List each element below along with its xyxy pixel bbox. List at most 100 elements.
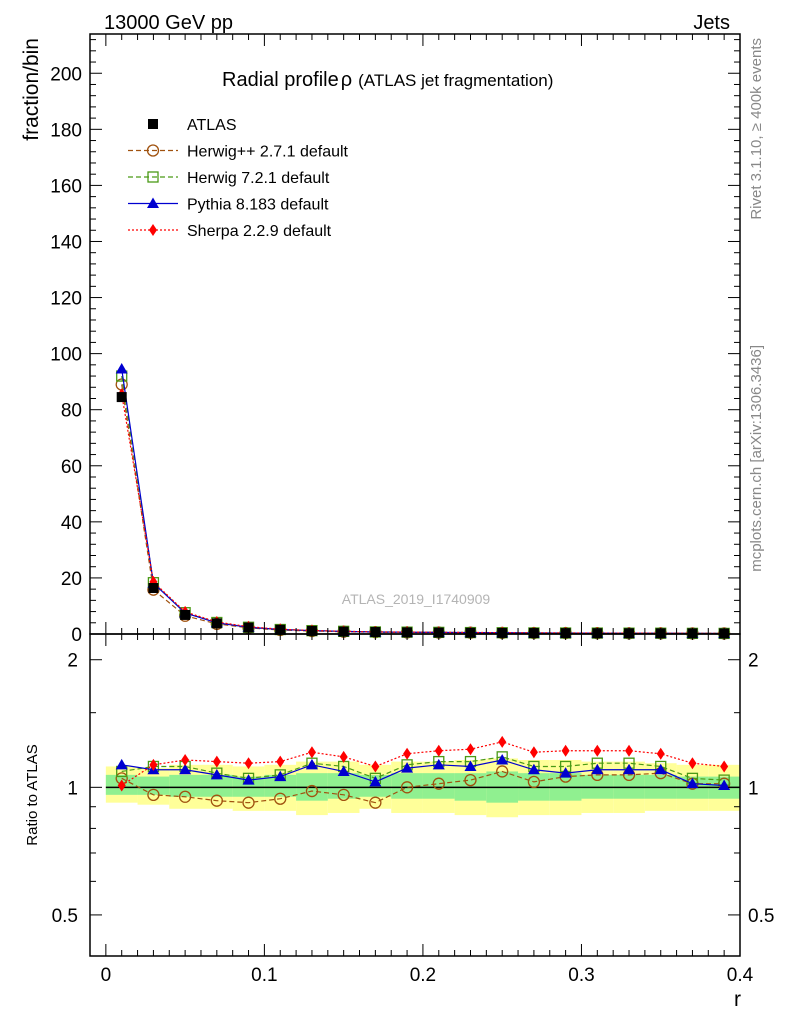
ytick-label: 120 bbox=[50, 289, 82, 310]
ratio-point-sherpa bbox=[244, 757, 253, 770]
band-inner bbox=[169, 774, 201, 797]
point-data bbox=[211, 618, 222, 629]
ytick-label: 140 bbox=[50, 232, 82, 253]
ratio-point-pythia bbox=[305, 758, 318, 770]
chart-subtitle: (ATLAS jet fragmentation) bbox=[358, 71, 553, 90]
legend-marker-data bbox=[148, 119, 158, 129]
ratio-point-sherpa bbox=[149, 758, 158, 771]
ratio-point-pythia bbox=[242, 774, 255, 785]
ratio-point-sherpa bbox=[339, 750, 348, 763]
ratio-point-sherpa bbox=[593, 744, 602, 757]
band-inner bbox=[422, 773, 455, 799]
ratio-point-herwigpp bbox=[527, 775, 541, 789]
chart-title-text: Radial profile bbox=[222, 69, 339, 91]
rivet-label: Rivet 3.1.10, ≥ 400k events bbox=[748, 38, 765, 220]
ratio-point-herwigpp bbox=[369, 796, 382, 809]
ratio-point-sherpa bbox=[181, 754, 190, 767]
ratio-ytick-label-right: 2 bbox=[748, 651, 759, 672]
ytick-label: 80 bbox=[61, 401, 82, 422]
ratio-point-herwigpp bbox=[242, 796, 255, 809]
ytick-label: 180 bbox=[50, 120, 82, 141]
ratio-point-sherpa bbox=[434, 744, 443, 757]
ratio-point-herwigpp bbox=[496, 765, 509, 778]
ratio-point-herwigpp bbox=[147, 788, 160, 801]
ytick-label: 160 bbox=[50, 176, 82, 197]
ratio-point-sherpa bbox=[720, 760, 729, 773]
ratio-point-pythia bbox=[654, 763, 667, 775]
ratio-ytick-label-right: 1 bbox=[748, 778, 759, 799]
main-ylabel: fraction/bin bbox=[20, 38, 43, 141]
ratio-ylabel: Ratio to ATLAS bbox=[24, 744, 41, 845]
point-data bbox=[148, 583, 159, 594]
point-data bbox=[180, 609, 191, 620]
ratio-point-sherpa bbox=[656, 747, 665, 760]
ratio-point-sherpa bbox=[276, 755, 285, 768]
ratio-point-pythia bbox=[369, 775, 382, 787]
xtick-label: 0.4 bbox=[727, 965, 754, 986]
ratio-ytick-label: 0.5 bbox=[52, 906, 78, 927]
band-inner bbox=[264, 774, 297, 797]
main-axes: 0 20 40 60 80 100 120 140 160 180 200 bbox=[50, 34, 741, 646]
ratio-point-sherpa bbox=[371, 760, 380, 773]
ratio-ytick-label: 1 bbox=[67, 778, 78, 799]
band-inner bbox=[137, 776, 170, 795]
point-data bbox=[116, 392, 127, 403]
ratio-point-pythia bbox=[623, 763, 636, 775]
xtick-label: 0.2 bbox=[410, 965, 436, 986]
ratio-point-herwigpp bbox=[305, 784, 319, 798]
ratio-point-pythia bbox=[115, 758, 128, 770]
legend-label-herwigpp: Herwig++ 2.7.1 default bbox=[187, 144, 349, 161]
ratio-point-herwigpp bbox=[210, 794, 223, 807]
ratio-frame bbox=[89, 633, 741, 957]
legend-marker-herwigpp bbox=[146, 144, 160, 157]
ratio-point-sherpa bbox=[625, 744, 634, 757]
ratio-line-sherpa bbox=[121, 741, 725, 786]
legend-marker-sherpa bbox=[149, 224, 157, 236]
ytick-label: 40 bbox=[61, 513, 82, 534]
chart-title: Radial profile ρ (ATLAS jet fragmentation) bbox=[222, 69, 553, 91]
ratio-point-sherpa bbox=[307, 746, 316, 759]
band-inner bbox=[200, 774, 233, 797]
ratio-point-pythia bbox=[401, 762, 414, 773]
ratio-point-herwigpp bbox=[274, 792, 287, 805]
chart-title-symbol: ρ bbox=[341, 69, 352, 91]
ratio-point-herwigpp bbox=[464, 773, 477, 787]
ratio-ytick-label: 2 bbox=[67, 651, 78, 672]
ratio-point-sherpa bbox=[688, 757, 697, 770]
ratio-point-pythia bbox=[591, 763, 604, 775]
header-right: Jets bbox=[693, 12, 730, 34]
ratio-plot-area bbox=[105, 735, 740, 818]
xtick-label: 0.3 bbox=[568, 965, 594, 986]
main-panel: 0 20 40 60 80 100 120 140 160 180 200 fraction/bin… bbox=[20, 33, 741, 646]
ratio-point-pythia bbox=[686, 777, 699, 789]
ratio-point-sherpa bbox=[212, 755, 221, 768]
legend-label-herwig7: Herwig 7.2.1 default bbox=[187, 170, 330, 187]
legend-marker-pythia bbox=[147, 197, 159, 208]
legend-marker-herwig7 bbox=[147, 171, 159, 183]
legend-label-pythia: Pythia 8.183 default bbox=[187, 197, 329, 214]
ratio-point-pythia bbox=[496, 754, 509, 765]
ratio-line-pythia bbox=[121, 759, 725, 787]
xtick-label: 0 bbox=[101, 965, 112, 986]
ytick-label: 60 bbox=[61, 457, 82, 478]
ratio-point-pythia bbox=[337, 765, 350, 776]
ratio-point-sherpa bbox=[117, 779, 126, 792]
ratio-point-pythia bbox=[432, 758, 445, 770]
ratio-point-sherpa bbox=[466, 743, 475, 756]
ratio-point-pythia bbox=[210, 768, 223, 780]
ytick-label: 0 bbox=[71, 625, 82, 646]
ratio-point-sherpa bbox=[561, 744, 570, 757]
xaxis-label: r bbox=[734, 988, 741, 1011]
legend-label-data: ATLAS bbox=[187, 117, 237, 134]
ratio-point-herwigpp bbox=[337, 788, 350, 801]
ratio-point-pythia bbox=[559, 767, 572, 778]
ratio-point-pythia bbox=[718, 779, 731, 790]
watermark: ATLAS_2019_I1740909 bbox=[342, 591, 491, 607]
ratio-point-sherpa bbox=[403, 747, 412, 760]
legend-label-sherpa: Sherpa 2.2.9 default bbox=[187, 223, 332, 240]
mcplots-label: mcplots.cern.ch [arXiv:1306.3436] bbox=[748, 345, 765, 572]
ratio-point-pythia bbox=[464, 760, 477, 771]
ratio-point-pythia bbox=[527, 763, 540, 775]
ytick-label: 200 bbox=[50, 64, 82, 85]
